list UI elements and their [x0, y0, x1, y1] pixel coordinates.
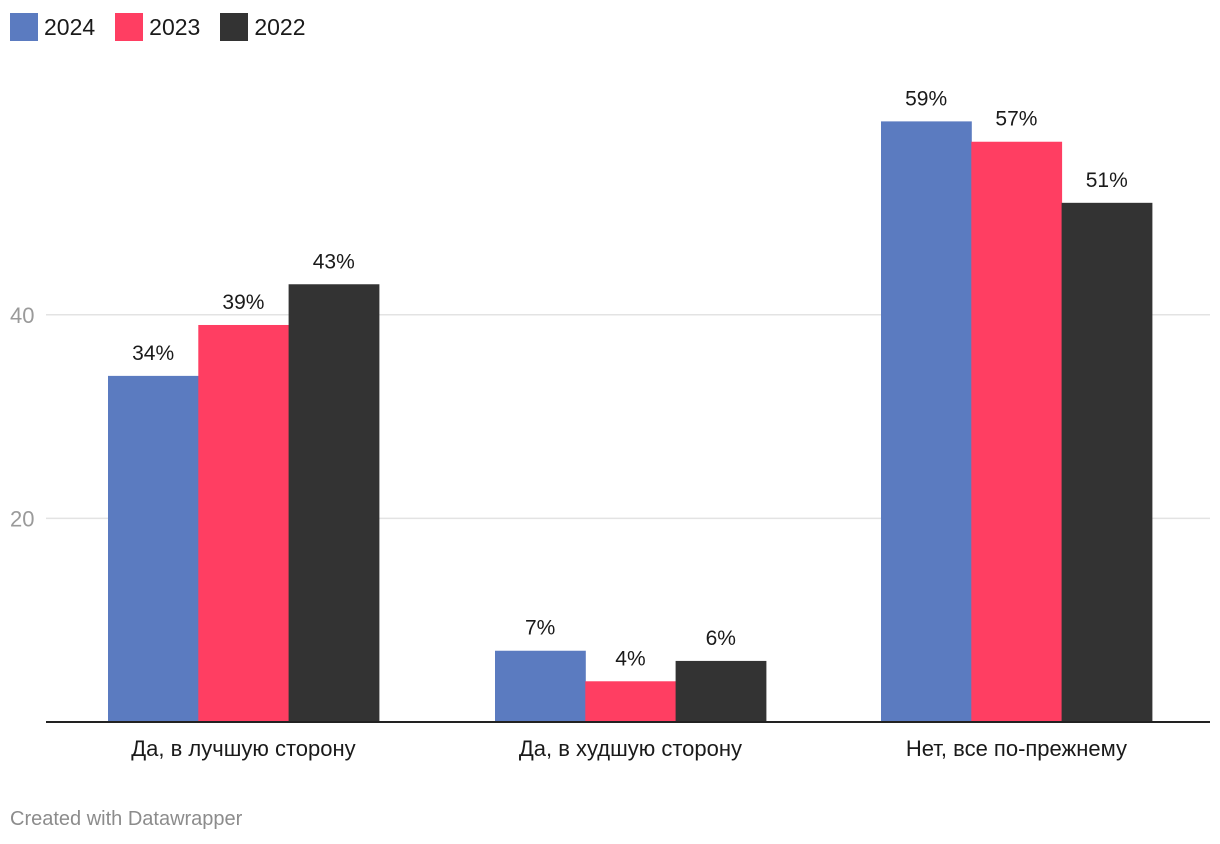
bar-2024-2	[495, 650, 586, 722]
legend-item-2024: 2024	[10, 13, 95, 41]
bar-2024-3	[881, 121, 972, 722]
data-label-2024-3: 59%	[905, 87, 947, 110]
category-label-2: Да, в худшую сторону	[519, 736, 742, 761]
legend-label-2024: 2024	[44, 13, 96, 40]
bar-2022-1	[288, 284, 380, 722]
bar-2023-3	[971, 141, 1063, 723]
category-label-3: Нет, все по-прежнему	[906, 736, 1127, 761]
legend-swatch-2023	[115, 13, 144, 41]
y-tick-label-40: 40	[10, 303, 34, 328]
bar-2022-2	[675, 660, 767, 722]
data-label-2024-1: 34%	[132, 342, 174, 365]
legend-label-2023: 2023	[149, 13, 201, 40]
datawrapper-credit: Created with Datawrapper	[10, 808, 243, 830]
data-label-2023-1: 39%	[222, 291, 264, 314]
data-label-2023-3: 57%	[995, 108, 1037, 131]
bar-2024-1	[108, 375, 199, 722]
bar-2022-3	[1061, 202, 1153, 722]
bar-2023-1	[198, 324, 290, 722]
legend: 2024 2023 2022	[10, 13, 306, 41]
data-label-2022-3: 51%	[1086, 169, 1128, 192]
data-label-2023-2: 4%	[615, 647, 645, 670]
data-label-2022-2: 6%	[706, 627, 736, 650]
legend-item-2023: 2023	[115, 13, 200, 41]
bar-2023-2	[585, 681, 677, 722]
data-label-2024-2: 7%	[525, 617, 555, 640]
legend-swatch-2022	[220, 13, 249, 41]
legend-swatch-2024	[10, 13, 38, 41]
data-label-2022-1: 43%	[313, 250, 355, 273]
y-tick-label-20: 20	[10, 506, 34, 531]
legend-item-2022: 2022	[220, 13, 306, 41]
legend-label-2022: 2022	[254, 13, 306, 40]
category-label-1: Да, в лучшую сторону	[131, 736, 355, 761]
